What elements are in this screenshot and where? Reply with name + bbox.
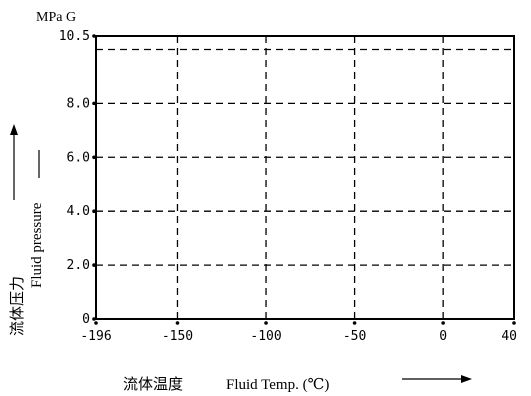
y-tick-label-4: 8.0: [67, 96, 90, 111]
y-axis-title-cn: 流体压力: [9, 276, 26, 336]
x-tick-label-5: 40: [501, 329, 517, 344]
y-unit-label: MPa G: [36, 10, 76, 25]
x-tick-mark-1: [175, 321, 180, 325]
y-tick-mark-2: [92, 209, 96, 213]
x-axis-title-en: Fluid Temp. (℃): [226, 377, 329, 393]
y-axis-arrow: [10, 124, 18, 200]
y-tick-label-2: 4.0: [67, 204, 90, 219]
x-tick-label-3: -50: [343, 329, 366, 344]
x-tick-mark-5: [512, 321, 516, 325]
y-tick-mark-5: [92, 34, 96, 38]
x-tick-mark-2: [264, 321, 268, 325]
y-tick-mark-1: [92, 263, 96, 267]
x-tick-mark-4: [441, 321, 445, 325]
y-tick-mark-0: [92, 317, 96, 321]
x-axis-title-cn: 流体温度: [123, 376, 183, 393]
y-tick-label-5: 10.5: [59, 29, 90, 44]
y-tick-mark-4: [92, 101, 96, 106]
x-tick-label-1: -150: [162, 329, 193, 344]
x-tick-mark-3: [352, 321, 357, 325]
x-axis-arrow: [402, 375, 472, 383]
y-tick-label-1: 2.0: [67, 258, 90, 273]
plot-area-frame: [95, 35, 515, 320]
x-tick-labels: -196 -150 -100 -50 0 40: [80, 321, 517, 344]
x-tick-mark-0: [94, 321, 98, 325]
y-tick-mark-3: [92, 155, 96, 160]
y-axis-title-en: Fluid pressure: [29, 202, 45, 288]
y-tick-labels: 0 2.0 4.0 6.0 8.0 10.5: [59, 29, 96, 327]
y-tick-label-3: 6.0: [67, 150, 90, 165]
grid-lines: [96, 36, 514, 319]
y-tick-label-0: 0: [82, 312, 90, 327]
x-tick-label-4: 0: [439, 329, 447, 344]
x-tick-label-0: -196: [80, 329, 111, 344]
x-tick-label-2: -100: [250, 329, 281, 344]
